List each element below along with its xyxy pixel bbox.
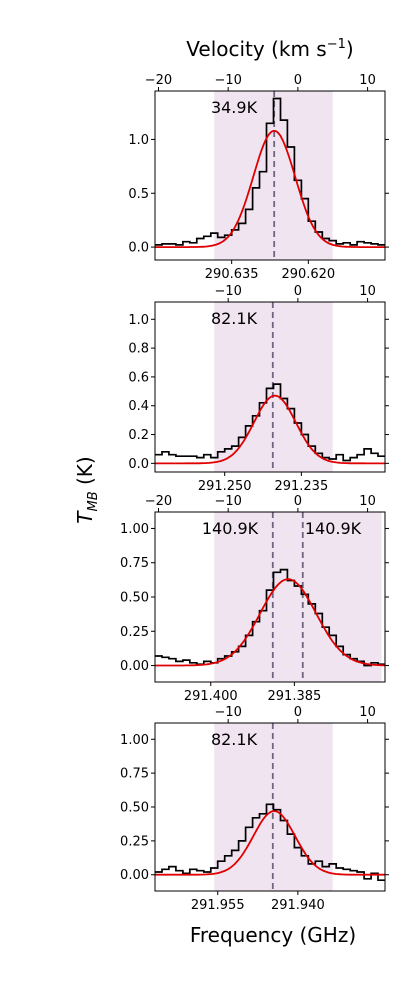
temperature-annotation: 34.9K [211, 98, 258, 117]
y-tick-label: 0.0 [128, 241, 149, 256]
frequency-tick-label: 291.955 [191, 898, 245, 913]
velocity-tick-label: 0 [294, 705, 302, 720]
gaussian-fit-curve [155, 578, 385, 667]
spectrum-panel-1: 0.0 0.5 1.0 −20 −10 0 10 290.635 290.620 34.9K [128, 73, 389, 282]
frequency-tick-label: 291.400 [184, 689, 238, 704]
spectrum-histogram [155, 383, 385, 462]
y-tick-label: 0.00 [120, 659, 149, 674]
y-tick-label: 0.25 [120, 625, 149, 640]
y-axis-title: TMB (K) [73, 456, 101, 523]
y-tick-label: 0.5 [128, 187, 149, 202]
y-tick-label: 1.00 [120, 522, 149, 537]
y-tick-label: 1.0 [128, 313, 149, 328]
y-tick-label: 0.8 [128, 342, 149, 357]
spectrum-panel-4: 0.00 0.25 0.50 0.75 1.00 −10 0 10 291.955 291.940… [120, 705, 389, 913]
panel-frame [154, 301, 386, 473]
velocity-tick-label: 10 [359, 73, 376, 88]
frequency-axis-title: Frequency (GHz) [190, 923, 356, 947]
y-tick-label: 0.25 [120, 834, 149, 849]
temperature-annotation: 140.9K [202, 519, 259, 538]
frequency-tick-label: 291.250 [198, 479, 252, 494]
y-tick-label: 0.50 [120, 591, 149, 606]
temperature-annotation: 140.9K [305, 519, 362, 538]
frequency-tick-label: 291.235 [274, 479, 328, 494]
y-tick-label: 0.6 [128, 370, 149, 385]
frequency-tick-label: 290.635 [205, 267, 259, 282]
temperature-annotation: 82.1K [211, 730, 258, 749]
velocity-tick-label: 0 [294, 494, 302, 509]
y-tick-label: 0.00 [120, 868, 149, 883]
velocity-tick-label: 0 [294, 284, 302, 299]
frequency-tick-label: 290.620 [281, 267, 335, 282]
panel-frame [154, 90, 386, 261]
y-tick-label: 0.75 [120, 556, 149, 571]
velocity-tick-label: −20 [145, 73, 172, 88]
gaussian-fit-curve [155, 810, 385, 876]
velocity-tick-label: 10 [359, 284, 376, 299]
spectrum-panel-2: 0.0 0.2 0.4 0.6 0.8 1.0 −10 0 10 291.250 291.235 82… [128, 284, 389, 494]
y-tick-label: 0.2 [128, 428, 149, 443]
velocity-tick-label: −10 [214, 494, 241, 509]
velocity-tick-label: −20 [145, 494, 172, 509]
y-tick-label: 1.0 [128, 133, 149, 148]
velocity-tick-label: −10 [214, 73, 241, 88]
spectrum-panel-3: 0.00 0.25 0.50 0.75 1.00 −20 −10 0 10 291.400 291.… [120, 494, 389, 704]
velocity-tick-label: 0 [294, 73, 302, 88]
gaussian-fit-curve [155, 130, 385, 248]
gaussian-fit-curve [155, 394, 385, 465]
velocity-tick-label: −10 [214, 705, 241, 720]
frequency-tick-label: 291.940 [271, 898, 325, 913]
spectrum-histogram [155, 803, 385, 882]
velocity-tick-label: 10 [359, 705, 376, 720]
y-tick-label: 1.00 [120, 733, 149, 748]
velocity-tick-label: 10 [359, 494, 376, 509]
spectrum-histogram [155, 97, 385, 246]
velocity-window-shade [214, 512, 382, 682]
y-tick-label: 0.75 [120, 767, 149, 782]
velocity-tick-label: −10 [214, 284, 241, 299]
frequency-tick-label: 291.385 [268, 689, 322, 704]
y-tick-label: 0.0 [128, 457, 149, 472]
y-tick-label: 0.50 [120, 801, 149, 816]
y-tick-label: 0.4 [128, 399, 149, 414]
velocity-axis-title: Velocity (km s−1) [186, 37, 353, 61]
temperature-annotation: 82.1K [211, 309, 258, 328]
